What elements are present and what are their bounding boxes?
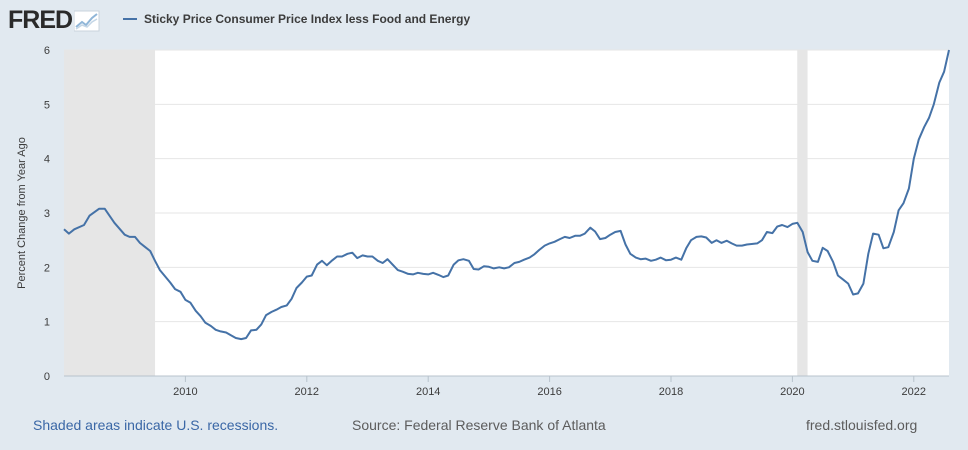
y-tick-label: 0 [44,371,50,383]
fred-logo-text: FRED [8,6,73,34]
x-tick-label: 2010 [173,386,197,398]
x-tick-label: 2020 [780,386,804,398]
y-tick-label: 2 [44,262,50,274]
fred-logo[interactable]: FRED [8,6,100,35]
x-tick-label: 2018 [659,386,683,398]
y-tick-label: 1 [44,317,50,329]
y-axis-label: Percent Change from Year Ago [16,137,28,289]
fred-graph-icon [74,10,100,31]
site-link[interactable]: fred.stlouisfed.org [806,417,918,433]
legend-label: Sticky Price Consumer Price Index less F… [144,12,471,26]
chart-legend[interactable]: Sticky Price Consumer Price Index less F… [123,12,470,26]
x-tick-label: 2022 [902,386,926,398]
x-tick-label: 2012 [295,386,319,398]
legend-swatch [123,18,137,20]
y-tick-label: 3 [44,208,50,220]
x-tick-label: 2016 [537,386,561,398]
series-line [63,49,950,341]
y-tick-label: 4 [44,154,50,166]
source-note: Source: Federal Reserve Bank of Atlanta [352,417,606,433]
x-tick-label: 2014 [416,386,440,398]
y-tick-label: 5 [44,99,50,111]
y-tick-label: 6 [44,45,50,57]
recessions-note: Shaded areas indicate U.S. recessions. [33,417,279,433]
